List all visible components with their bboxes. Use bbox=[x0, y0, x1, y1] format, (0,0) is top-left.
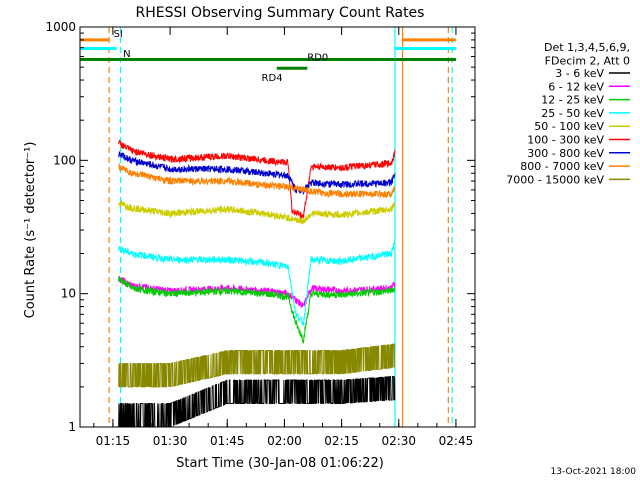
timestamp-label: 13-Oct-2021 18:00 bbox=[551, 467, 637, 477]
plot-frame bbox=[79, 26, 476, 428]
x-tick-label: 02:15 bbox=[324, 434, 359, 448]
y-tick-label: 1 bbox=[68, 420, 76, 434]
x-tick-label: 01:30 bbox=[153, 434, 188, 448]
y-axis-label: Count Rate (s⁻¹ detector⁻¹) bbox=[23, 142, 38, 319]
series-line bbox=[118, 162, 396, 199]
legend-label: 800 - 7000 keV bbox=[520, 160, 604, 173]
x-axis: 01:15 01:30 01:45 02:00 02:15 02:30 02:45 bbox=[93, 27, 476, 448]
x-tick-label: 01:15 bbox=[96, 434, 131, 448]
y-tick-label: 1000 bbox=[45, 20, 76, 34]
series-line bbox=[118, 343, 396, 388]
legend-header: Det 1,3,4,5,6,9, bbox=[544, 41, 630, 54]
annotation-label: N bbox=[123, 49, 130, 60]
x-axis-label: Start Time (30-Jan-08 01:06:22) bbox=[176, 456, 384, 471]
legend: Det 1,3,4,5,6,9,FDecim 2, Att 03 - 6 keV… bbox=[506, 41, 630, 186]
y-tick-label: 10 bbox=[61, 287, 76, 301]
series-line bbox=[118, 139, 396, 219]
legend-label: 50 - 100 keV bbox=[534, 120, 604, 133]
legend-label: 7000 - 15000 keV bbox=[506, 173, 604, 186]
y-axis: 1 10 100 1000 bbox=[45, 20, 475, 434]
series-line bbox=[118, 199, 396, 225]
plot-area: SIN RD0 RD4 bbox=[80, 27, 456, 428]
annotation-label: RD4 bbox=[262, 73, 283, 84]
legend-label: 100 - 300 keV bbox=[527, 134, 604, 147]
legend-label: 300 - 800 keV bbox=[527, 147, 604, 160]
legend-label: 3 - 6 keV bbox=[555, 67, 604, 80]
annotation-label: RD0 bbox=[307, 53, 328, 64]
annotation-label: SI bbox=[114, 29, 123, 40]
x-tick-label: 02:00 bbox=[267, 434, 302, 448]
y-tick-label: 100 bbox=[53, 153, 76, 167]
series-line bbox=[118, 276, 396, 344]
series-line bbox=[118, 151, 396, 196]
legend-label: 12 - 25 keV bbox=[541, 94, 604, 107]
x-tick-label: 02:30 bbox=[381, 434, 416, 448]
legend-header: FDecim 2, Att 0 bbox=[545, 55, 630, 68]
legend-label: 25 - 50 keV bbox=[541, 107, 604, 120]
x-tick-label: 01:45 bbox=[210, 434, 245, 448]
legend-label: 6 - 12 keV bbox=[548, 80, 604, 93]
series-line bbox=[118, 238, 396, 327]
chart-title: RHESSI Observing Summary Count Rates bbox=[136, 5, 425, 21]
x-tick-label: 02:45 bbox=[439, 434, 474, 448]
